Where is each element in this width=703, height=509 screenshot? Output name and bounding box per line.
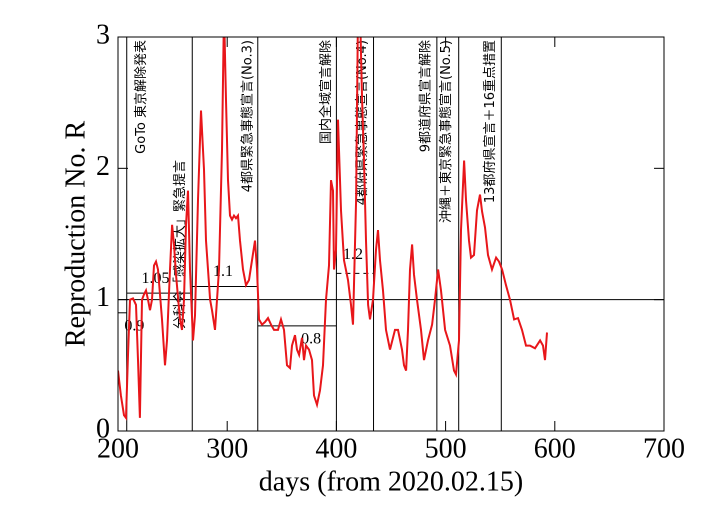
x-tick-label: 600 xyxy=(534,433,576,464)
x-tick-label: 500 xyxy=(425,433,467,464)
y-tick-label: 2 xyxy=(96,151,110,182)
event-label: 4都県緊急事態宣言(No.3) xyxy=(239,40,255,192)
plot-frame xyxy=(117,36,665,432)
event-label: 国内全域宣言解除 xyxy=(318,40,334,144)
y-tick-label: 0 xyxy=(96,413,110,444)
event-label: GoTo 東京解除発表 xyxy=(133,40,149,154)
x-tick-label: 200 xyxy=(97,433,139,464)
x-tick-label: 300 xyxy=(206,433,248,464)
event-label: 沖縄＋東京緊急事態宣言(No.5) xyxy=(438,40,454,223)
y-tick-label: 3 xyxy=(96,19,110,50)
y-axis-label: Reproduction No. R xyxy=(60,121,91,348)
level-label: 0.8 xyxy=(301,331,321,348)
x-tick-label: 400 xyxy=(315,433,357,464)
data-line xyxy=(118,37,548,421)
y-tick-label: 1 xyxy=(96,282,110,313)
level-label: 1.1 xyxy=(213,263,233,280)
event-label: 13都府県宣言＋16重点措置 xyxy=(482,40,498,203)
level-label: 1.2 xyxy=(343,246,363,263)
event-label: 9都道府県宣言解除 xyxy=(417,40,433,152)
x-axis-label: days (from 2020.02.15) xyxy=(259,466,523,497)
x-tick-label: 700 xyxy=(643,433,685,464)
level-label: 1.05 xyxy=(141,270,169,287)
